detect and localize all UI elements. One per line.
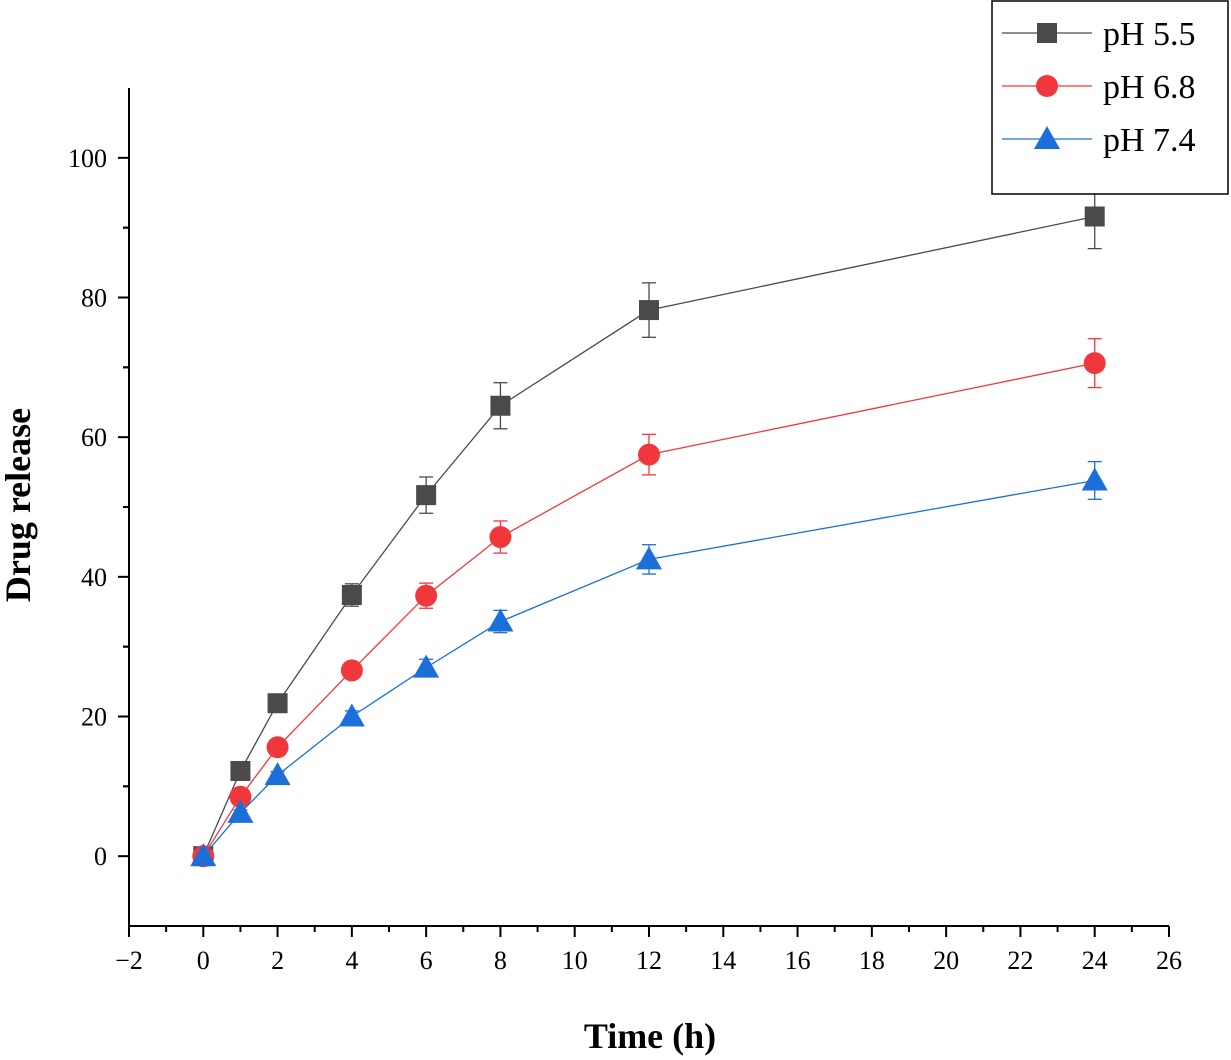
legend-marker (1037, 23, 1057, 43)
data-point (489, 526, 512, 549)
data-point (1084, 206, 1105, 227)
data-point (338, 703, 365, 727)
x-tick-label: 6 (420, 946, 433, 975)
data-point (264, 762, 291, 786)
x-tick-label: 16 (785, 946, 811, 975)
series-ph-5-5 (193, 183, 1105, 867)
series-ph-6-8 (192, 338, 1106, 868)
data-point (230, 760, 251, 781)
y-tick-label: 100 (68, 144, 107, 173)
data-point (1081, 467, 1108, 491)
data-point (341, 584, 362, 605)
data-point (267, 693, 288, 714)
data-point (190, 843, 217, 867)
data-point (636, 546, 662, 570)
x-tick-label: 24 (1082, 946, 1108, 975)
data-point (227, 799, 254, 823)
legend-marker (1034, 126, 1060, 149)
x-tick-label: 14 (710, 946, 736, 975)
data-point (229, 785, 252, 808)
data-point (639, 300, 659, 321)
y-tick-label: 40 (81, 563, 107, 592)
x-tick-label: 26 (1156, 946, 1182, 975)
legend-label: pH 5.5 (1103, 16, 1196, 53)
data-point (638, 443, 660, 466)
legend-marker (1036, 75, 1058, 97)
data-point (415, 584, 438, 607)
series-line (202, 479, 1095, 857)
data-point (340, 659, 363, 682)
y-tick-label: 60 (81, 423, 107, 452)
x-tick-label: −2 (115, 946, 143, 975)
series-ph-7-4 (190, 460, 1108, 867)
x-tick-label: 8 (494, 946, 507, 975)
data-point (416, 485, 437, 506)
x-axis-title: Time (h) (584, 1016, 716, 1056)
x-tick-label: 18 (859, 946, 885, 975)
legend-label: pH 7.4 (1103, 122, 1196, 159)
series-layer (190, 183, 1108, 868)
x-tick-label: 2 (271, 946, 284, 975)
x-tick-label: 0 (197, 946, 210, 975)
data-point (266, 736, 289, 759)
x-tick-label: 22 (1007, 946, 1033, 975)
data-point (487, 608, 514, 632)
y-tick-label: 80 (81, 284, 107, 313)
y-axis-title: Drug release (0, 408, 38, 602)
y-tick-label: 20 (81, 703, 107, 732)
data-point (1083, 352, 1106, 375)
data-point (490, 395, 511, 416)
legend-label: pH 6.8 (1103, 69, 1196, 106)
x-tick-label: 4 (345, 946, 358, 975)
x-tick-label: 12 (636, 946, 662, 975)
x-tick-label: 20 (933, 946, 959, 975)
x-tick-label: 10 (562, 946, 588, 975)
data-point (413, 654, 440, 678)
y-tick-label: 0 (94, 842, 107, 871)
legend: pH 5.5 pH 6.8 pH 7.4 (991, 0, 1229, 195)
series-line (202, 215, 1095, 857)
